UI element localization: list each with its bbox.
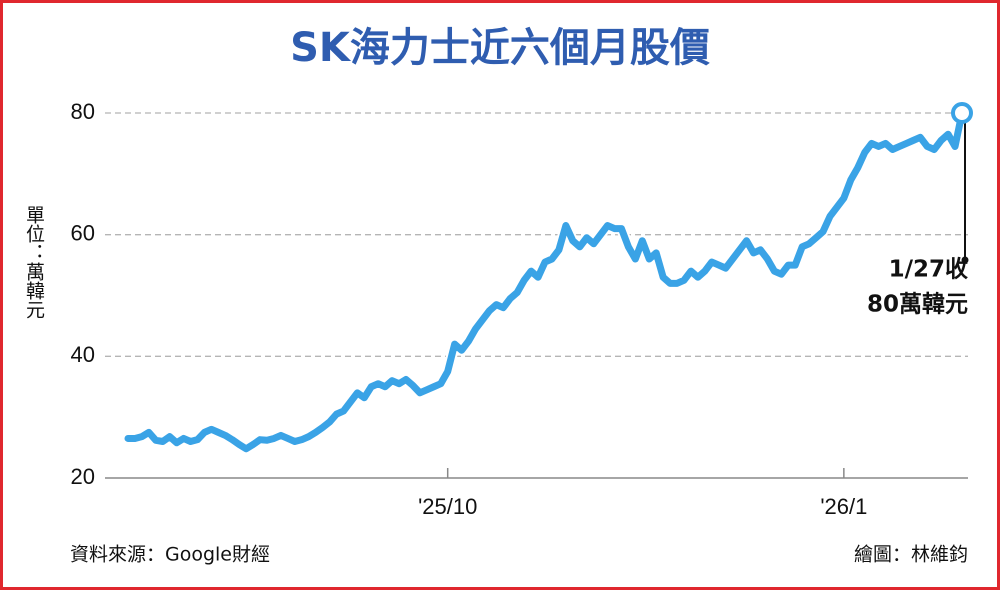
- source: 資料來源：Google財經: [70, 544, 270, 566]
- chart-title: SK海力士近六個月股價: [290, 25, 710, 71]
- x-tick-label: '25/10: [418, 494, 477, 519]
- annotation: 1/27收: [889, 256, 968, 283]
- price-line: [124, 109, 966, 453]
- annotation: 80萬韓元: [867, 291, 968, 318]
- x-tick-label: '26/1: [820, 494, 867, 519]
- leader-dot: [961, 256, 969, 264]
- y-tick-label: 60: [71, 220, 95, 245]
- y-tick-label: 40: [71, 342, 95, 367]
- y-tick-label: 80: [71, 99, 95, 124]
- end-marker: [951, 102, 973, 124]
- credit: 繪圖：林維鈞: [854, 544, 968, 566]
- y-tick-label: 20: [71, 464, 95, 489]
- y-axis-label: 單位：萬韓元: [23, 205, 45, 319]
